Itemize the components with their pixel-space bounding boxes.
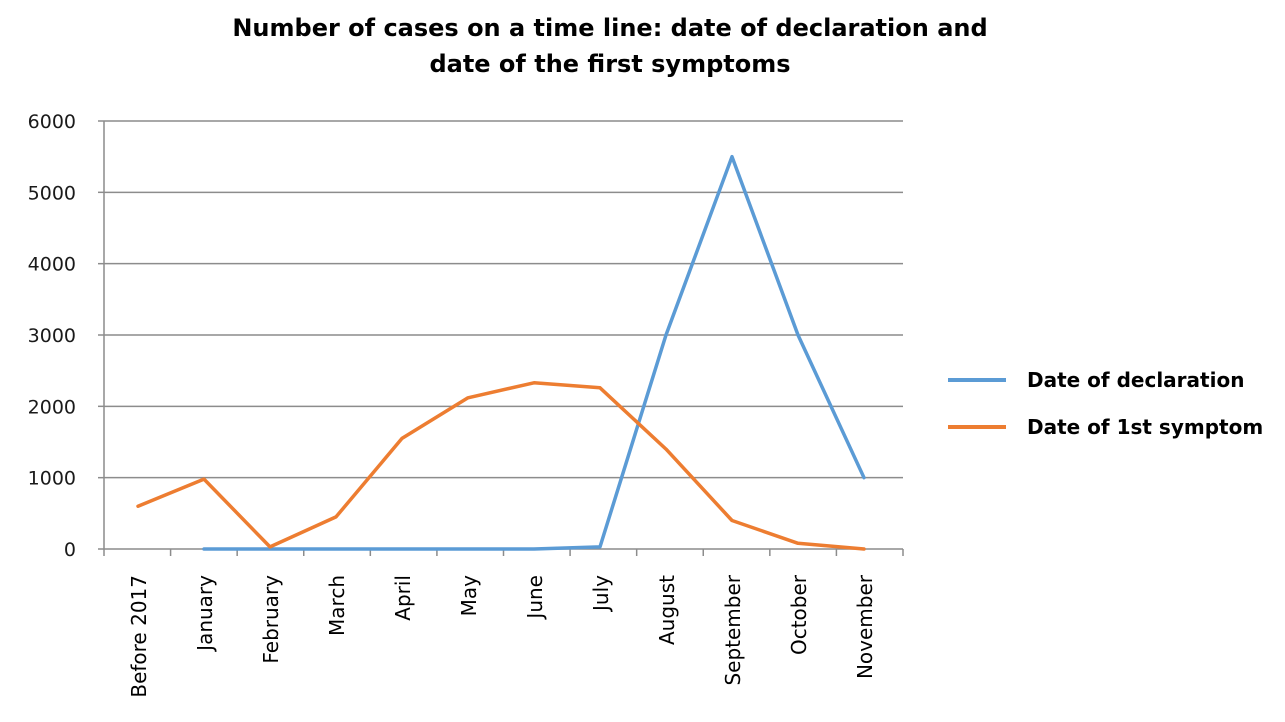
x-tick-label: January <box>193 575 217 653</box>
y-tick-label: 1000 <box>28 468 76 490</box>
x-tick-label: March <box>325 575 349 636</box>
y-tick-label: 6000 <box>28 111 76 133</box>
x-tick-label: February <box>259 575 283 664</box>
x-tick-label: September <box>721 574 745 685</box>
x-tick-label: July <box>589 575 613 613</box>
y-tick-label: 0 <box>64 539 76 561</box>
y-tick-label: 4000 <box>28 254 76 276</box>
legend: Date of declaration Date of 1st symptom <box>948 368 1263 439</box>
y-tick-labels: 0 1000 2000 3000 4000 5000 6000 <box>28 111 76 561</box>
series-line-1 <box>202 154 866 551</box>
x-tick-label: April <box>391 575 415 621</box>
legend-label: Date of declaration <box>1027 368 1244 392</box>
y-tick-label: 3000 <box>28 325 76 347</box>
x-tick-label: October <box>787 574 811 655</box>
x-tick-labels: Before 2017 January February March April May J… <box>127 574 877 697</box>
x-tick-label: May <box>457 575 481 617</box>
series-lines <box>136 154 866 551</box>
x-tick-label: Before 2017 <box>127 575 151 698</box>
axes <box>98 120 904 556</box>
series-line-2 <box>136 381 866 551</box>
legend-label: Date of 1st symptom <box>1027 415 1263 439</box>
x-tick-label: November <box>853 574 877 679</box>
y-tick-label: 5000 <box>28 182 76 204</box>
chart-title: Number of cases on a time line: date of … <box>232 14 988 78</box>
x-tick-label: June <box>523 575 547 621</box>
y-tick-label: 2000 <box>28 396 76 418</box>
x-tick-label: August <box>655 575 679 645</box>
